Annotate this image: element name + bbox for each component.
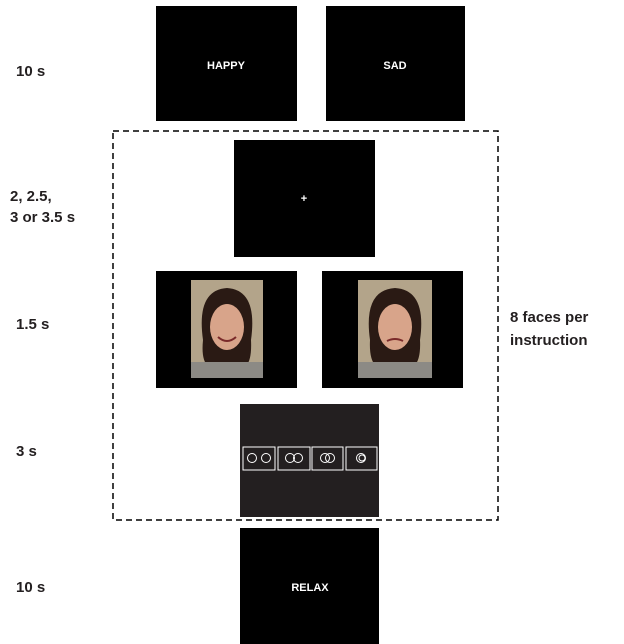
duration: 10 s xyxy=(16,579,45,596)
face-screen xyxy=(322,271,463,388)
face-screen xyxy=(156,271,297,388)
screen xyxy=(240,528,379,644)
screen-text: RELAX xyxy=(291,582,329,594)
note: 8 faces per xyxy=(510,309,589,326)
screen xyxy=(156,6,297,121)
response-screen xyxy=(240,404,379,517)
duration: 10 s xyxy=(16,63,45,80)
screen xyxy=(326,6,465,121)
duration: 2, 2.5, xyxy=(10,188,52,205)
screen-text: SAD xyxy=(383,60,406,72)
duration: 3 s xyxy=(16,443,37,460)
fixation-cross: + xyxy=(301,193,307,205)
screen xyxy=(234,140,375,257)
trial-block xyxy=(112,130,499,521)
screen-text: HAPPY xyxy=(207,60,246,72)
note: instruction xyxy=(510,332,588,349)
duration: 3 or 3.5 s xyxy=(10,209,75,226)
duration: 1.5 s xyxy=(16,316,49,333)
